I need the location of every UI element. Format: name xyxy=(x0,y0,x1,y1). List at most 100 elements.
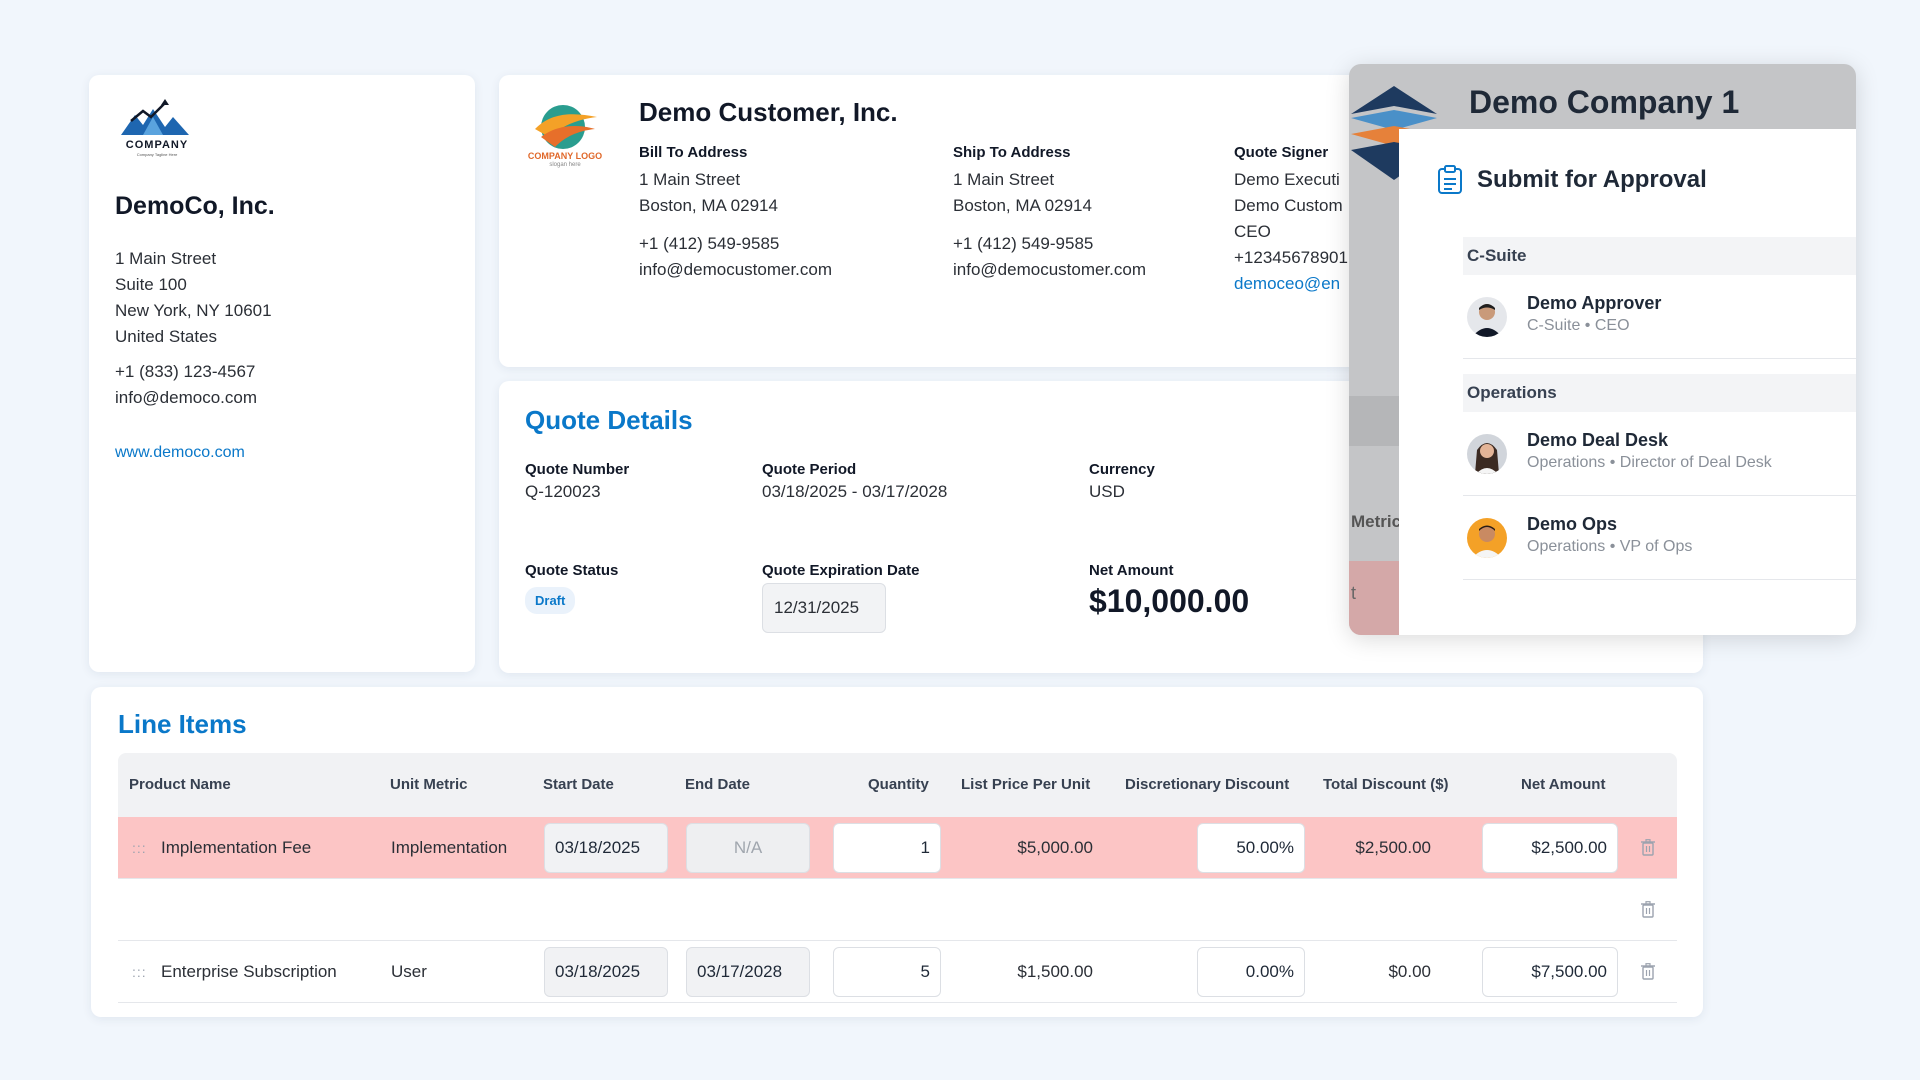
table-header: Product Name Unit Metric Start Date End … xyxy=(118,753,1677,817)
swirl-logo-icon xyxy=(535,105,597,149)
bill-to-line: 1 Main Street xyxy=(639,170,741,189)
status-badge: Draft xyxy=(525,587,576,614)
drag-handle-icon[interactable]: ::: xyxy=(132,840,147,856)
net-amount-field: Net Amount $10,000.00 xyxy=(1089,562,1249,620)
approver-item[interactable]: Demo Ops Operations • VP of Ops xyxy=(1463,496,1856,580)
column-header-product[interactable]: Product Name xyxy=(129,776,231,793)
trash-icon[interactable] xyxy=(1641,901,1655,918)
list-price: $1,500.00 xyxy=(1017,962,1093,981)
avatar xyxy=(1467,518,1507,558)
start-date-input[interactable]: 03/18/2025 xyxy=(544,947,668,997)
quote-signer-phone: +12345678901 xyxy=(1234,248,1348,267)
column-header-start[interactable]: Start Date xyxy=(543,776,614,793)
list-price: $5,000.00 xyxy=(1017,838,1093,857)
line-items-table: Product Name Unit Metric Start Date End … xyxy=(118,753,1677,1003)
currency-value: USD xyxy=(1089,482,1125,501)
column-header-net-amount[interactable]: Net Amount xyxy=(1521,776,1606,793)
end-date-input[interactable]: 03/17/2028 xyxy=(686,947,810,997)
company-address: 1 Main Street Suite 100 New York, NY 106… xyxy=(115,246,272,350)
line-items-title: Line Items xyxy=(118,709,247,739)
company-email: info@democo.com xyxy=(115,388,257,407)
bill-to-line: Boston, MA 02914 xyxy=(639,196,778,215)
avatar xyxy=(1467,434,1507,474)
net-amount-input[interactable]: $2,500.00 xyxy=(1482,823,1618,873)
quote-status-field: Quote Status Draft xyxy=(525,562,618,614)
company-contact: +1 (833) 123-4567 info@democo.com xyxy=(115,359,257,411)
approval-header: Submit for Approval xyxy=(1437,165,1707,195)
discount-input[interactable]: 50.00% xyxy=(1197,823,1305,873)
mountain-logo-icon xyxy=(121,99,189,135)
bill-to-address: Bill To Address 1 Main Street Boston, MA… xyxy=(639,143,832,283)
end-date-input: N/A xyxy=(686,823,810,873)
start-date-input[interactable]: 03/18/2025 xyxy=(544,823,668,873)
ship-to-phone: +1 (412) 549-9585 xyxy=(953,234,1094,253)
company-phone: +1 (833) 123-4567 xyxy=(115,362,256,381)
quote-expiration-field: Quote Expiration Date 12/31/2025 xyxy=(762,562,920,633)
product-name: Implementation Fee xyxy=(161,838,312,857)
quote-signer-title: CEO xyxy=(1234,222,1271,241)
quote-signer-email-link[interactable]: democeo@en xyxy=(1234,274,1341,293)
quote-period-field: Quote Period 03/18/2025 - 03/17/2028 xyxy=(762,461,947,502)
quantity-input[interactable]: 5 xyxy=(833,947,941,997)
company-address-line: United States xyxy=(115,327,218,346)
company-title: Demo Company 1 xyxy=(1469,84,1740,120)
ship-to-label: Ship To Address xyxy=(953,144,1071,161)
company-logo-tagline: Company Tagline Here xyxy=(136,152,178,157)
product-name: Enterprise Subscription xyxy=(161,962,337,981)
discount-input[interactable]: 0.00% xyxy=(1197,947,1305,997)
table-row: ::: Implementation Fee Implementation 03… xyxy=(118,817,1677,879)
group-operations: Operations xyxy=(1463,374,1856,412)
approver-role: Operations • VP of Ops xyxy=(1527,538,1693,555)
net-amount-value: $10,000.00 xyxy=(1089,583,1250,619)
column-header-total-discount[interactable]: Total Discount ($) xyxy=(1323,776,1449,793)
quote-period-value: 03/18/2025 - 03/17/2028 xyxy=(762,482,948,501)
approver-name: Demo Deal Desk xyxy=(1527,430,1669,450)
currency-label: Currency xyxy=(1089,461,1155,478)
company-address-line: New York, NY 10601 xyxy=(115,301,272,320)
ship-to-line: Boston, MA 02914 xyxy=(953,196,1092,215)
quote-signer: Quote Signer Demo Executi Demo Custom CE… xyxy=(1234,143,1364,297)
clipboard-icon xyxy=(1438,165,1462,194)
net-amount-input[interactable]: $7,500.00 xyxy=(1482,947,1618,997)
company-card: COMPANY Company Tagline Here DemoCo, Inc… xyxy=(89,75,475,672)
company-logo: COMPANY Company Tagline Here xyxy=(117,99,197,159)
column-header-discount[interactable]: Discretionary Discount xyxy=(1125,776,1290,793)
column-header-metric[interactable]: Unit Metric xyxy=(390,776,468,793)
table-row xyxy=(118,879,1677,941)
quantity-input[interactable]: 1 xyxy=(833,823,941,873)
company-logo-text: COMPANY xyxy=(125,139,189,151)
company-name: DemoCo, Inc. xyxy=(115,192,275,220)
approver-item[interactable]: Demo Deal Desk Operations • Director of … xyxy=(1463,412,1856,496)
line-items-card: Line Items Product Name Unit Metric Star… xyxy=(91,687,1703,1017)
ship-to-line: 1 Main Street xyxy=(953,170,1055,189)
customer-name: Demo Customer, Inc. xyxy=(639,97,898,127)
drag-handle-icon[interactable]: ::: xyxy=(132,964,147,980)
unit-metric: Implementation xyxy=(391,838,508,857)
column-header-quantity[interactable]: Quantity xyxy=(868,776,929,793)
quote-expiration-label: Quote Expiration Date xyxy=(762,562,920,579)
bill-to-label: Bill To Address xyxy=(639,144,748,161)
trash-icon[interactable] xyxy=(1641,839,1655,856)
person-avatar-icon xyxy=(1467,297,1507,337)
column-header-end[interactable]: End Date xyxy=(685,776,751,793)
quote-details-title: Quote Details xyxy=(525,405,693,435)
approver-name: Demo Ops xyxy=(1527,514,1618,534)
quote-signer-company: Demo Custom xyxy=(1234,196,1343,215)
unit-metric: User xyxy=(391,962,427,981)
column-header-list-price[interactable]: List Price Per Unit xyxy=(961,776,1091,793)
trash-icon[interactable] xyxy=(1641,963,1655,980)
company-address-line: Suite 100 xyxy=(115,275,187,294)
background-strip xyxy=(1349,396,1399,446)
customer-logo-sub: slogan here xyxy=(549,162,581,168)
net-amount-label: Net Amount xyxy=(1089,562,1174,579)
person-avatar-icon xyxy=(1467,434,1507,474)
company-website-link[interactable]: www.democo.com xyxy=(115,444,245,461)
quote-expiration-input[interactable]: 12/31/2025 xyxy=(762,583,886,633)
person-avatar-icon xyxy=(1467,518,1507,558)
total-discount: $2,500.00 xyxy=(1355,838,1431,857)
avatar xyxy=(1467,297,1507,337)
ship-to-address: Ship To Address 1 Main Street Boston, MA… xyxy=(953,143,1146,283)
approver-name: Demo Approver xyxy=(1527,293,1662,313)
quote-period-label: Quote Period xyxy=(762,461,857,478)
approver-item[interactable]: Demo Approver C-Suite • CEO xyxy=(1463,275,1856,359)
